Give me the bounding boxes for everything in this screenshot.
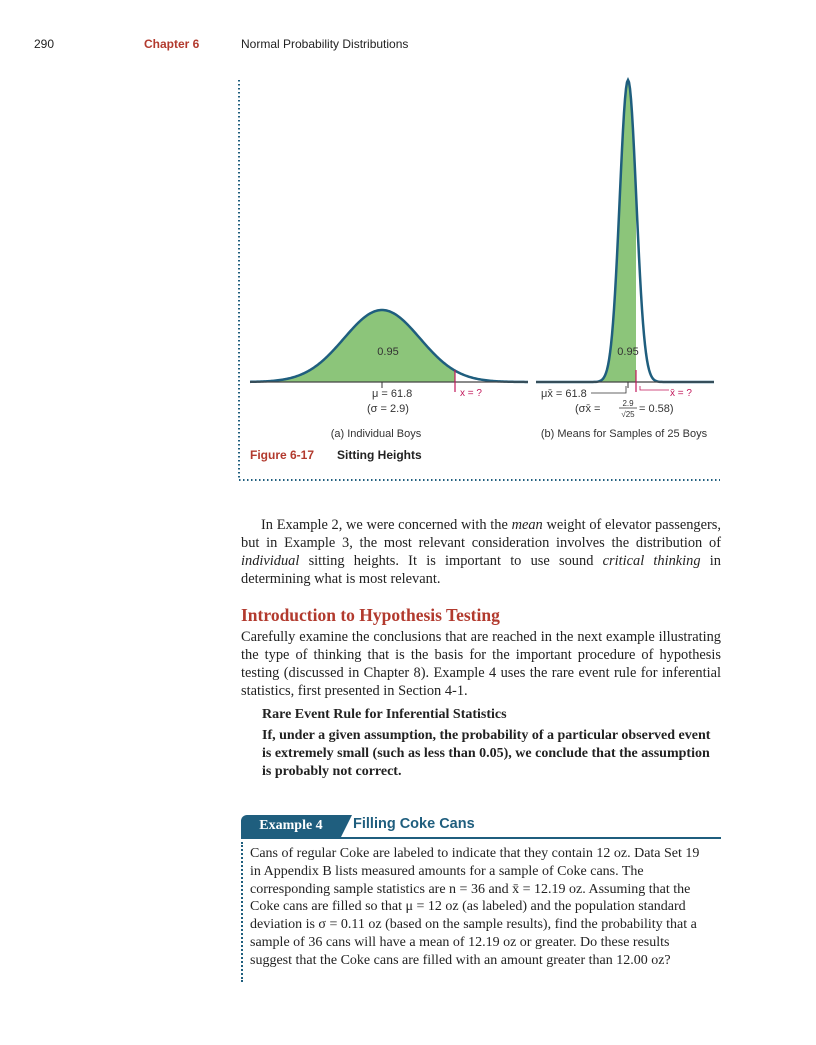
- chapter-label: Chapter 6: [144, 37, 200, 51]
- figure-caption-label: Figure 6-17: [250, 448, 314, 462]
- chapter-title: Normal Probability Distributions: [241, 37, 409, 51]
- x-label-a: x = ?: [460, 388, 482, 399]
- figure-caption-title: Sitting Heights: [337, 448, 422, 462]
- paragraph-1-part-2: weight of elevator passengers, but in Ex…: [241, 517, 721, 551]
- paragraph-1-part-3: sitting heights. It is important to use …: [299, 553, 603, 569]
- example-tab-notch: [341, 815, 352, 837]
- sigma-numerator-b: 2.9: [622, 399, 634, 408]
- example-underline: [241, 837, 721, 839]
- sigma-label-b-prefix: (σx̄ =: [575, 403, 600, 415]
- x-leader-b: [639, 386, 669, 391]
- paragraph-2: Carefully examine the conclusions that a…: [241, 629, 721, 699]
- section-heading: Introduction to Hypothesis Testing: [241, 605, 500, 625]
- emphasis-individual: individual: [241, 553, 300, 569]
- example-body: Cans of regular Coke are labeled to indi…: [250, 846, 700, 968]
- sigma-label-b-suffix: = 0.58): [639, 403, 674, 415]
- example-title: Filling Coke Cans: [353, 816, 475, 832]
- curve-a-shaded-area: [250, 310, 455, 382]
- sigma-label-a: (σ = 2.9): [367, 403, 409, 415]
- mu-leader-b: [591, 386, 627, 394]
- mu-label-b: μx̄ = 61.8: [541, 388, 587, 400]
- curve-a-line: [249, 308, 529, 384]
- mu-label-a: μ = 61.8: [372, 388, 412, 400]
- emphasis-critical-thinking: critical thinking: [602, 553, 701, 569]
- rule-body: If, under a given assumption, the probab…: [262, 728, 711, 779]
- area-label-a: 0.95: [377, 346, 398, 358]
- sigma-denominator-b: √25: [621, 410, 635, 419]
- rule-title: Rare Event Rule for Inferential Statisti…: [262, 707, 507, 722]
- paragraph-1-part-4: in determining what is most relevant.: [241, 553, 721, 587]
- example-dotted-margin: [241, 842, 243, 982]
- area-label-b: 0.95: [617, 346, 638, 358]
- x-label-b: x̄ = ?: [670, 388, 692, 399]
- example-tab: Example 4: [241, 815, 341, 837]
- figure-sitting-heights: 0.95 μ = 61.8 x = ? (σ = 2.9) (a) Indivi…: [238, 77, 720, 481]
- paragraph-1-part-1: In Example 2, we were concerned with the: [261, 517, 512, 533]
- page-number: 290: [34, 37, 55, 51]
- paragraph-1: In Example 2, we were concerned with the…: [241, 516, 721, 588]
- panel-b-title: (b) Means for Samples of 25 Boys: [541, 428, 708, 440]
- emphasis-mean: mean: [511, 517, 543, 533]
- panel-a-title: (a) Individual Boys: [331, 428, 422, 440]
- curve-b-shaded-area: [536, 80, 636, 382]
